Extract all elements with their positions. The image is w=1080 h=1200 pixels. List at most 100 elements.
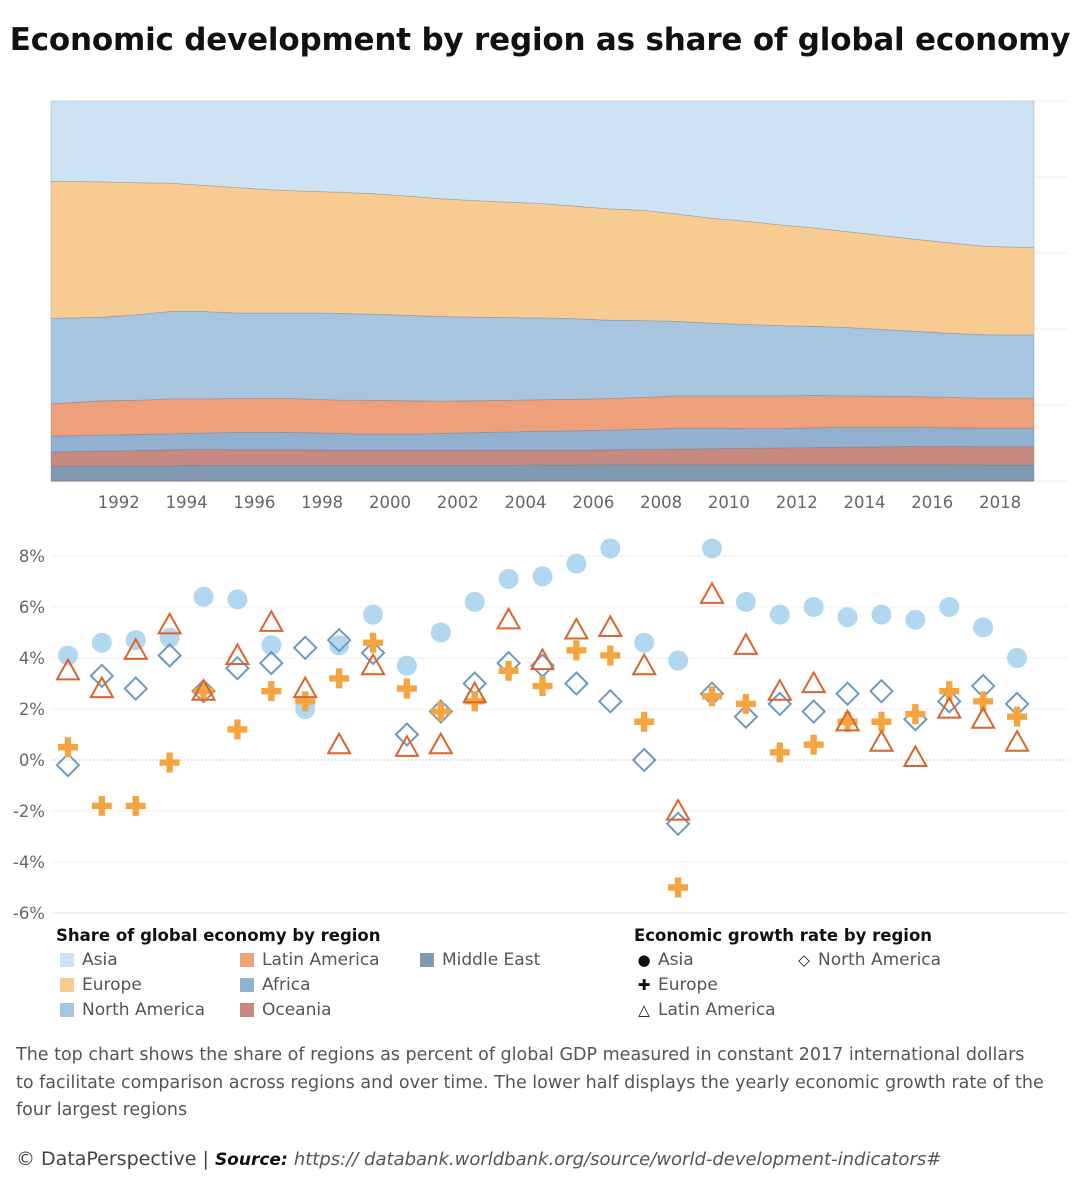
- point-north-america: [157, 643, 183, 668]
- circle-icon: ●: [637, 951, 651, 969]
- point-asia: [973, 617, 994, 638]
- growth-scatter-chart: -6% -4% -2% 0% 2% 4% 6% 8%: [13, 538, 1068, 923]
- legend-item-growth-asia: ● Asia: [636, 950, 694, 970]
- point-europe: [193, 681, 214, 702]
- legend-item-latin-america: Latin America: [240, 950, 380, 970]
- x-tick-label: 2016: [911, 493, 953, 512]
- y-tick-label: 8%: [19, 547, 45, 566]
- point-asia: [905, 609, 926, 630]
- point-latin-america: [224, 642, 251, 666]
- x-tick-label: 2012: [776, 493, 818, 512]
- point-north-america: [801, 699, 827, 724]
- point-europe: [329, 668, 350, 689]
- x-tick-label: 2006: [572, 493, 614, 512]
- point-north-america: [869, 678, 894, 704]
- point-north-america: [597, 688, 623, 714]
- point-europe: [1007, 706, 1028, 727]
- x-tick-label: 2002: [437, 493, 479, 512]
- point-asia: [363, 604, 384, 625]
- point-latin-america: [665, 797, 691, 821]
- triangle-icon: △: [638, 1001, 650, 1019]
- point-latin-america: [292, 675, 318, 699]
- point-latin-america: [529, 647, 556, 671]
- x-tick-label: 2018: [979, 493, 1021, 512]
- legend-item-asia: Asia: [60, 950, 118, 970]
- point-latin-america: [868, 729, 895, 752]
- point-asia: [193, 586, 214, 607]
- swatch-europe: [60, 978, 74, 992]
- swatch-asia: [60, 953, 74, 967]
- y-tick-label: -4%: [13, 853, 45, 872]
- point-north-america: [360, 640, 386, 666]
- point-latin-america: [495, 606, 522, 630]
- swatch-latin-america: [240, 953, 254, 967]
- point-europe: [532, 676, 553, 697]
- x-tick-label: 1992: [98, 493, 140, 512]
- x-tick-label: 1998: [301, 493, 343, 512]
- point-latin-america: [326, 731, 352, 755]
- point-latin-america: [89, 675, 115, 699]
- point-europe: [363, 632, 384, 653]
- legend-item-growth-europe: ✚ Europe: [636, 975, 718, 995]
- x-tick-label: 1994: [166, 493, 208, 512]
- point-north-america: [428, 699, 454, 724]
- point-north-america: [665, 811, 691, 837]
- point-asia: [498, 568, 519, 589]
- point-europe: [871, 711, 892, 732]
- point-north-america: [631, 747, 657, 773]
- point-latin-america: [55, 657, 81, 681]
- source-link[interactable]: https:// databank.worldbank.org/source/w…: [293, 1149, 942, 1170]
- point-north-america: [767, 691, 793, 717]
- legend-label: Oceania: [262, 1000, 332, 1020]
- point-europe: [396, 678, 417, 699]
- swatch-middle-east: [420, 953, 434, 967]
- point-asia: [261, 635, 282, 656]
- point-latin-america: [461, 680, 488, 704]
- point-europe: [125, 795, 146, 816]
- point-europe: [735, 693, 756, 714]
- legend-item-africa: Africa: [240, 975, 311, 995]
- y-tick-label: -6%: [13, 904, 45, 923]
- legend-label: Latin America: [658, 1000, 776, 1020]
- point-europe: [159, 752, 180, 773]
- x-tick-label: 2004: [505, 493, 547, 512]
- point-asia: [430, 622, 451, 643]
- swatch-africa: [240, 978, 254, 992]
- point-north-america: [563, 671, 589, 696]
- point-latin-america: [190, 678, 217, 701]
- point-north-america: [55, 752, 81, 778]
- point-asia: [837, 607, 858, 628]
- point-latin-america: [360, 652, 386, 676]
- point-latin-america: [936, 695, 962, 719]
- point-north-america: [292, 635, 318, 661]
- diamond-icon: ◇: [798, 951, 810, 969]
- point-europe: [837, 711, 858, 732]
- legend-label: Asia: [658, 950, 694, 970]
- point-north-america: [326, 627, 352, 653]
- y-tick-label: -2%: [13, 802, 45, 821]
- chart-description: The top chart shows the share of regions…: [16, 1045, 1044, 1120]
- point-latin-america: [699, 581, 725, 604]
- point-latin-america: [800, 670, 827, 694]
- legend-label: Africa: [262, 975, 311, 995]
- legend-label: Asia: [82, 950, 118, 970]
- area-europe: [50, 180, 1035, 336]
- point-asia: [871, 604, 892, 625]
- point-asia: [329, 635, 350, 656]
- point-europe: [973, 691, 994, 712]
- point-europe: [227, 719, 248, 740]
- point-asia: [464, 591, 485, 612]
- swatch-oceania: [240, 1003, 254, 1017]
- point-asia: [701, 538, 722, 559]
- legend-item-middle-east: Middle East: [420, 950, 540, 970]
- legend-item-north-america: North America: [60, 1000, 205, 1020]
- point-north-america: [89, 663, 115, 689]
- point-asia: [57, 645, 78, 666]
- point-latin-america: [1004, 729, 1030, 752]
- y-tick-label: 2%: [19, 700, 45, 719]
- point-europe: [701, 686, 722, 707]
- point-latin-america: [767, 678, 793, 701]
- point-latin-america: [970, 706, 996, 729]
- x-tick-label: 2014: [844, 493, 886, 512]
- legend-label: Europe: [658, 975, 718, 995]
